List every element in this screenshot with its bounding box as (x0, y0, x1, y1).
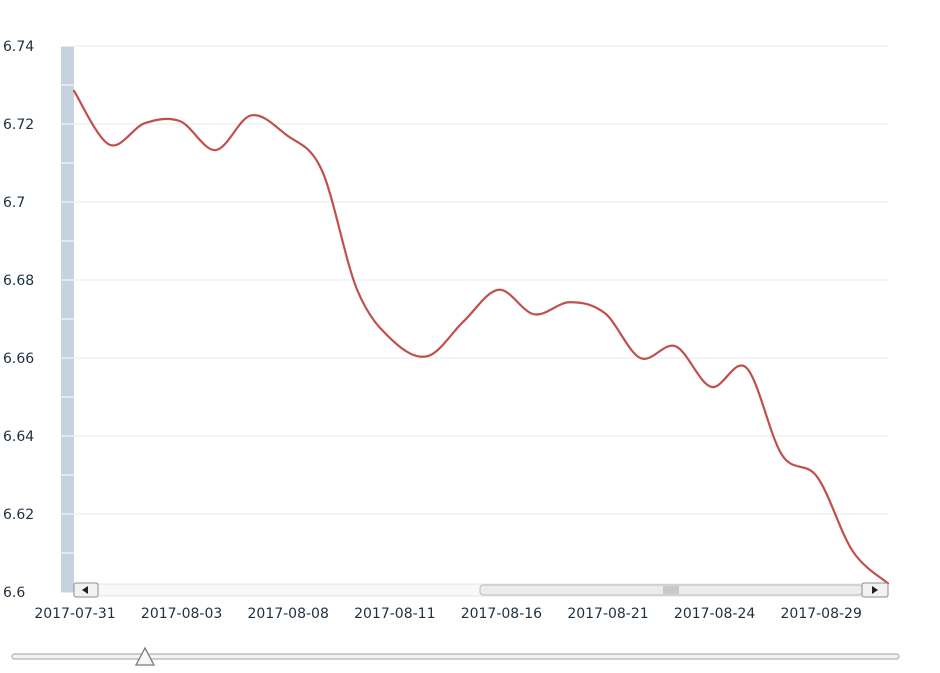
y-tick-label: 6.66 (3, 351, 34, 367)
data-point[interactable] (319, 167, 325, 173)
y-axis-bar-ticks (61, 45, 74, 554)
x-tick-label: 2017-08-16 (461, 606, 542, 622)
x-tick-label: 2017-08-21 (567, 606, 648, 622)
data-point[interactable] (496, 287, 502, 293)
data-point[interactable] (177, 118, 183, 124)
zoom-slider-track[interactable] (11, 653, 900, 660)
x-axis-ticks: 2017-07-31 2017-08-03 2017-08-08 2017-08-11… (34, 606, 862, 622)
zoom-slider[interactable] (11, 646, 900, 666)
data-point[interactable] (850, 548, 856, 554)
x-tick-label: 2017-07-31 (34, 606, 115, 622)
scroll-right-button[interactable] (861, 582, 889, 598)
x-tick-label: 2017-08-29 (781, 606, 862, 622)
scrollbar-thumb-grip (663, 586, 679, 594)
arrow-left-icon (82, 586, 88, 594)
data-point[interactable] (637, 355, 643, 361)
y-tick-label: 6.68 (3, 273, 34, 289)
x-tick-label: 2017-08-08 (248, 606, 329, 622)
y-tick-label: 6.72 (3, 117, 34, 133)
data-point[interactable] (283, 132, 289, 138)
grid-lines (74, 45, 888, 515)
data-point[interactable] (106, 142, 112, 148)
data-point[interactable] (354, 287, 360, 293)
x-tick-label: 2017-08-03 (141, 606, 222, 622)
data-point[interactable] (673, 343, 679, 349)
data-point[interactable] (460, 319, 466, 325)
data-point[interactable] (425, 353, 431, 359)
horizontal-scrollbar[interactable] (73, 582, 889, 598)
x-tick-label: 2017-08-11 (354, 606, 435, 622)
data-point[interactable] (142, 120, 148, 126)
data-point[interactable] (71, 88, 77, 94)
scroll-left-button[interactable] (73, 582, 99, 598)
y-tick-label: 6.62 (3, 507, 34, 523)
data-point[interactable] (248, 112, 254, 118)
y-tick-label: 6.64 (3, 429, 34, 445)
data-point[interactable] (743, 365, 749, 371)
data-point[interactable] (814, 474, 820, 480)
data-point[interactable] (213, 147, 219, 153)
data-point[interactable] (779, 452, 785, 458)
y-tick-label: 6.7 (3, 195, 25, 211)
y-axis-ticks: 6.6 6.62 6.64 6.66 6.68 6.7 6.72 6.74 (3, 39, 34, 601)
y-tick-label: 6.6 (3, 585, 25, 601)
data-point[interactable] (602, 310, 608, 316)
series-group (71, 88, 890, 585)
data-point[interactable] (390, 337, 396, 343)
data-point[interactable] (566, 299, 572, 305)
data-point[interactable] (708, 384, 714, 390)
y-tick-label: 6.74 (3, 39, 34, 55)
data-point[interactable] (531, 311, 537, 317)
triangle-up-icon[interactable] (134, 646, 156, 666)
series-line-0 (72, 89, 890, 585)
arrow-right-icon (872, 586, 878, 594)
x-tick-label: 2017-08-24 (674, 606, 755, 622)
